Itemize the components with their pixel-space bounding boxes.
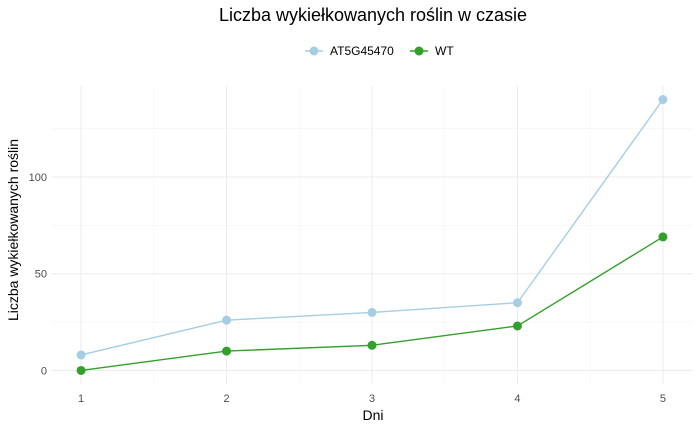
data-point [658,232,668,242]
y-axis-ticks: 0 50 100 [29,172,47,378]
legend-label: AT5G45470 [330,44,394,58]
data-point [76,365,86,375]
data-point [512,321,522,331]
x-tick-label: 4 [514,393,520,405]
y-tick-label: 0 [41,365,47,377]
legend-key-point [414,46,424,56]
x-tick-label: 3 [369,393,375,405]
data-point [512,298,522,308]
series-points [76,95,668,375]
data-point [222,315,232,325]
data-point [76,350,86,360]
x-axis-ticks: 1 2 3 4 5 [78,393,666,405]
legend: AT5G45470 WT [305,44,454,58]
data-point [658,95,668,105]
x-tick-label: 5 [660,393,666,405]
y-tick-label: 50 [35,269,47,281]
x-axis-title: Dni [362,407,383,423]
x-tick-label: 1 [78,393,84,405]
legend-item: WT [410,44,454,58]
chart-title: Liczba wykiełkowanych roślin w czasie [219,5,527,25]
legend-item: AT5G45470 [305,44,394,58]
data-point [367,340,377,350]
x-tick-label: 2 [223,393,229,405]
y-tick-label: 100 [29,172,47,184]
legend-label: WT [435,44,454,58]
data-point [222,346,232,356]
data-point [367,307,377,317]
legend-key-point [309,46,319,56]
y-axis-title: Liczba wykiełkowanych roślin [5,139,21,321]
